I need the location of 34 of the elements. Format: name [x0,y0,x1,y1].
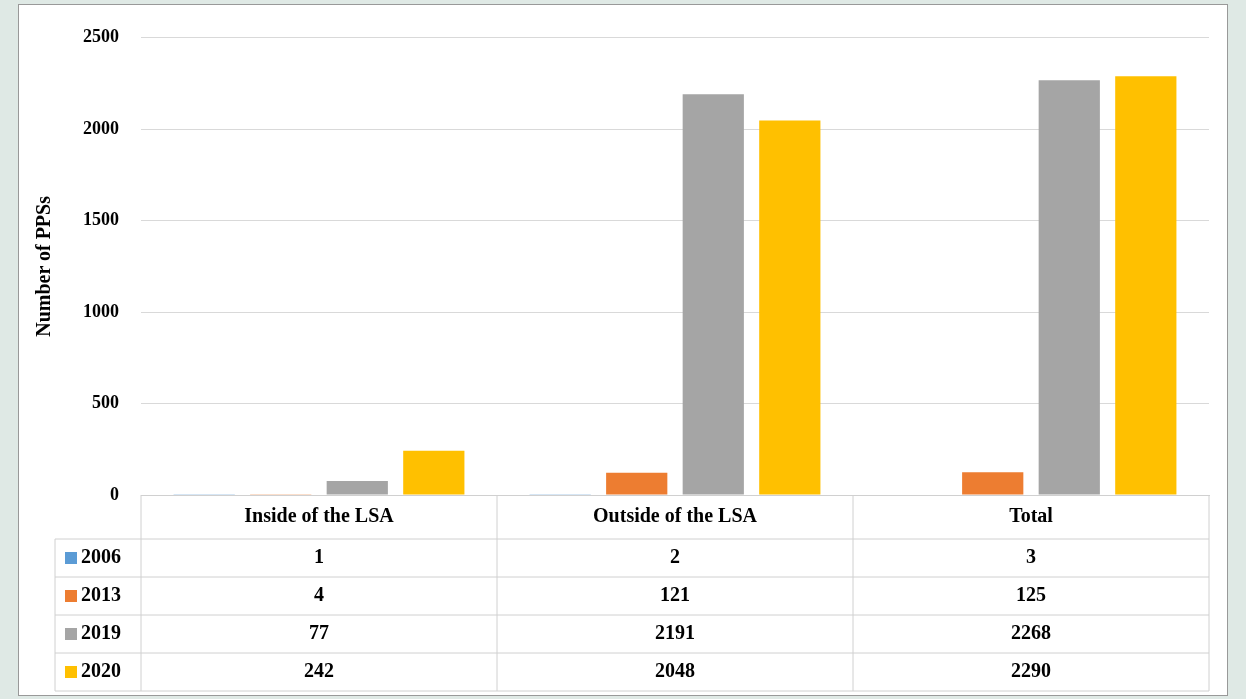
y-tick-label: 2500 [83,26,119,47]
data-label: 2048 [655,659,695,682]
data-label: 3 [1026,545,1036,568]
y-tick-label: 500 [92,392,119,413]
x-tick-label: Inside of the LSA [244,504,395,527]
x-tick-label: Outside of the LSA [593,504,758,527]
data-label: 1 [314,545,324,568]
data-label: 2 [670,545,680,568]
data-label: 2191 [655,621,695,644]
data-label: 4 [314,583,324,606]
y-tick-label: 2000 [83,117,119,138]
y-tick-label: 0 [110,483,119,504]
data-label: 2290 [1011,659,1051,682]
bar [1115,76,1177,495]
bar [759,120,821,495]
bar [682,94,744,495]
bar [962,472,1024,495]
bar [326,480,388,495]
data-label: 77 [309,621,329,644]
x-tick-label: Total [1009,504,1054,527]
bar [1038,80,1100,495]
legend-label: 2019 [81,621,121,644]
legend-label: 2006 [81,545,121,568]
data-label: 242 [304,659,334,682]
legend-label: 2020 [81,659,121,682]
data-label: 2268 [1011,621,1051,644]
y-tick-label: 1500 [83,209,119,230]
y-tick-label: 1000 [83,300,119,321]
y-axis-title: Number of PPSs [32,195,55,337]
bar [606,472,668,495]
data-label: 121 [660,583,690,606]
data-label: 125 [1016,583,1046,606]
bar [403,450,465,495]
legend-label: 2013 [81,583,121,606]
